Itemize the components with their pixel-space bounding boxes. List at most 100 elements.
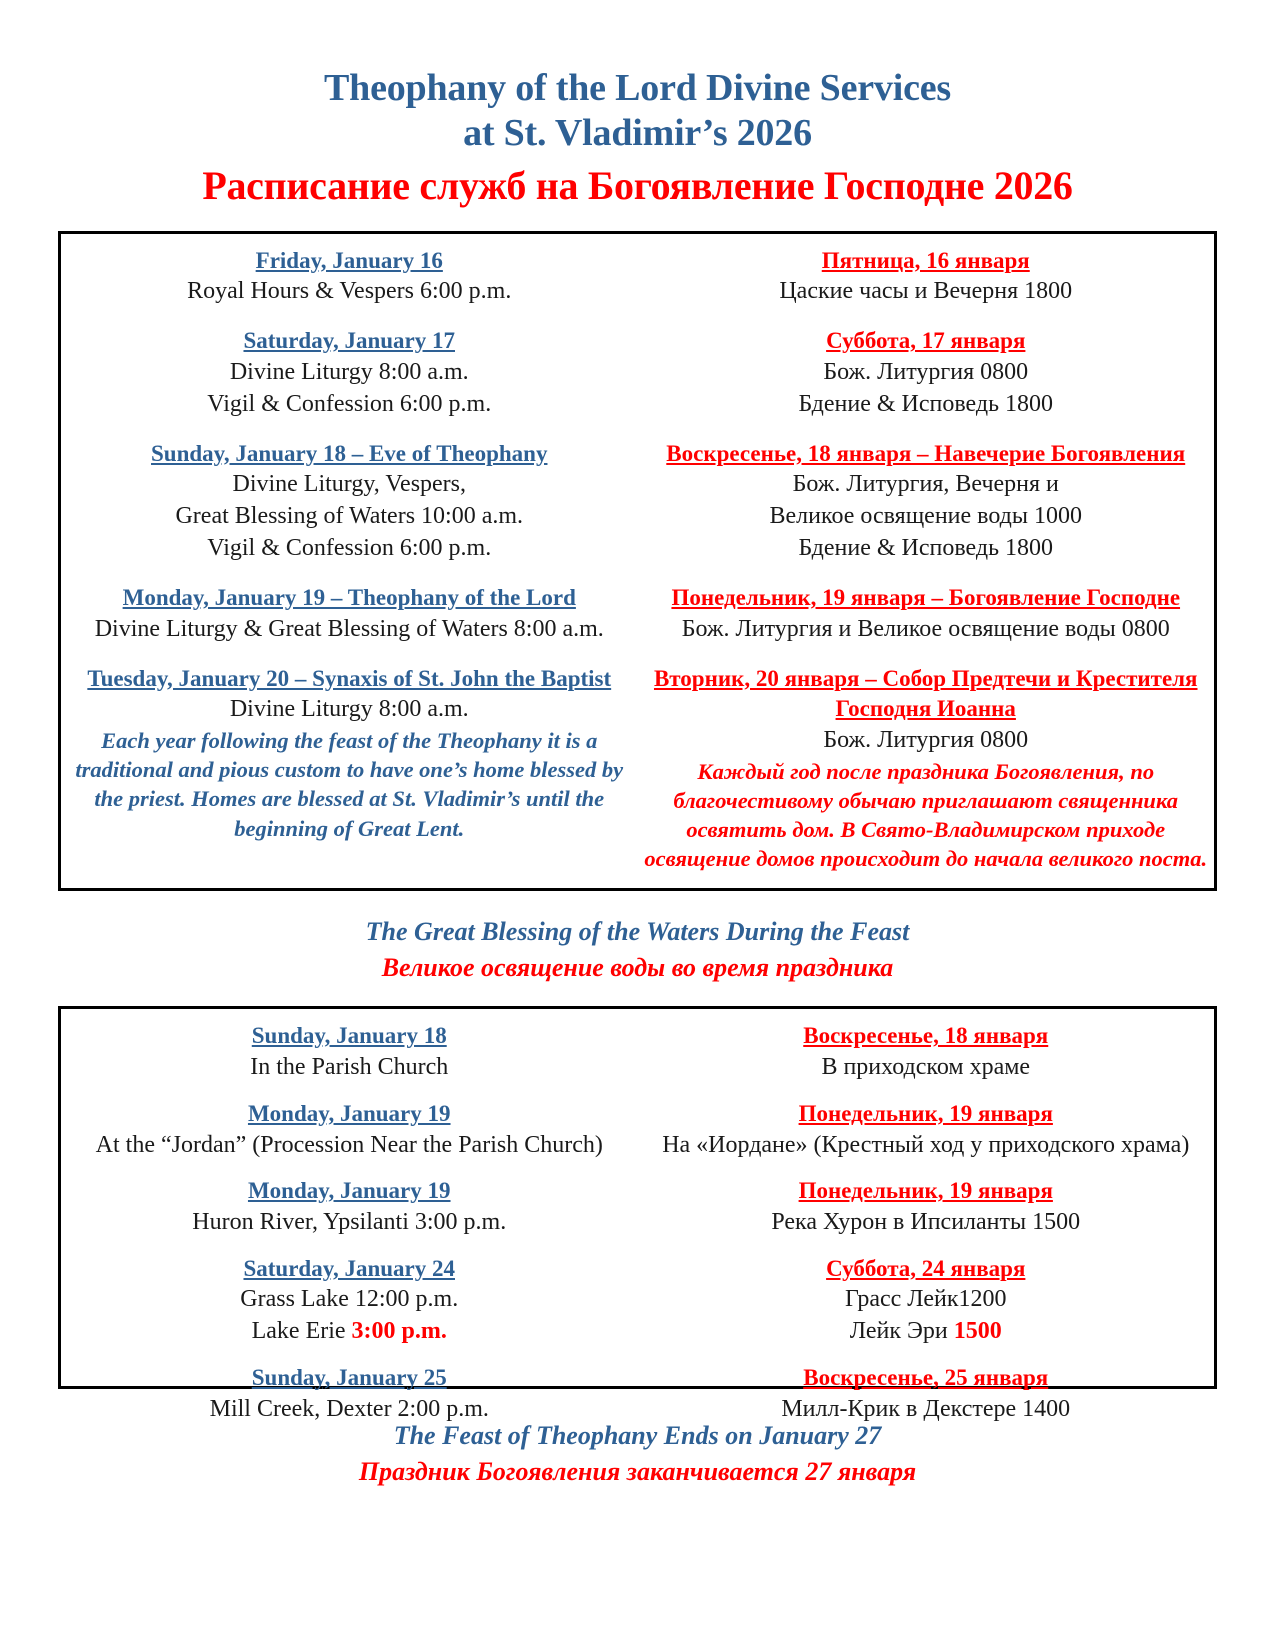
service-date-heading: Saturday, January 17 bbox=[243, 328, 455, 354]
water-blessing-line: Река Хурон в Ипсиланты 1500 bbox=[644, 1207, 1209, 1239]
service-date-heading: Пятница, 16 января bbox=[821, 247, 1030, 273]
service-date-heading: Суббота, 17 января bbox=[826, 328, 1026, 354]
service-group: Monday, January 19 – Theophany of the Lo… bbox=[71, 583, 628, 645]
water-blessing-line: Милл-Крик в Декстере 1400 bbox=[644, 1394, 1209, 1426]
waters-list-english: Sunday, January 18 In the Parish Church Mo… bbox=[71, 1021, 628, 1425]
title-english-line1: Theophany of the Lord Divine Services bbox=[323, 67, 951, 109]
service-date-heading: Вторник, 20 января – Собор Предтечи и Кр… bbox=[653, 665, 1198, 722]
water-blessing-line: Лейк Эри 1500 bbox=[644, 1316, 1209, 1348]
service-date-heading: Friday, January 16 bbox=[255, 247, 443, 273]
services-list-russian: Пятница, 16 января Цаские часы и Вечерня … bbox=[644, 246, 1209, 757]
service-group: Tuesday, January 20 – Synaxis of St. Joh… bbox=[71, 664, 628, 726]
water-blessing-group: Sunday, January 18 In the Parish Church bbox=[71, 1021, 628, 1083]
water-blessing-location: Huron River, Ypsilanti 3:00 p.m. bbox=[192, 1208, 507, 1235]
service-line: Divine Liturgy 8:00 a.m. bbox=[229, 696, 469, 723]
water-blessing-location: Милл-Крик в Декстере 1400 bbox=[781, 1395, 1071, 1422]
water-blessing-date-heading: Воскресенье, 18 января bbox=[803, 1023, 1049, 1049]
service-group: Пятница, 16 января Цаские часы и Вечерня … bbox=[644, 246, 1209, 308]
service-line: Бдение & Исповедь 1800 bbox=[798, 390, 1054, 417]
water-blessing-date-heading: Суббота, 24 января bbox=[826, 1255, 1026, 1281]
services-column-english: Friday, January 16 Royal Hours & Vespers … bbox=[61, 246, 638, 843]
waters-list-russian: Воскресенье, 18 января В приходском храме… bbox=[644, 1021, 1209, 1425]
service-date-heading: Monday, January 19 – Theophany of the Lo… bbox=[122, 585, 576, 611]
water-blessing-group: Monday, January 19 Huron River, Ypsilanti… bbox=[71, 1176, 628, 1238]
feast-end-english: The Feast of Theophany Ends on January 2… bbox=[393, 1421, 882, 1451]
service-group: Воскресенье, 18 января – Навечерие Богоя… bbox=[644, 439, 1209, 565]
service-group: Вторник, 20 января – Собор Предтечи и Кр… bbox=[644, 664, 1209, 757]
service-line: Бдение & Исповедь 1800 bbox=[798, 535, 1054, 562]
water-blessing-location: В приходском храме bbox=[821, 1054, 1031, 1081]
water-blessing-line: Huron River, Ypsilanti 3:00 p.m. bbox=[71, 1207, 628, 1239]
service-group: Понедельник, 19 января – Богоявление Гос… bbox=[644, 583, 1209, 645]
water-blessing-location: In the Parish Church bbox=[250, 1054, 449, 1081]
water-blessing-location: Mill Creek, Dexter 2:00 p.m. bbox=[209, 1395, 489, 1422]
water-blessing-group: Понедельник, 19 января Река Хурон в Ипсил… bbox=[644, 1176, 1209, 1238]
feast-end-russian: Праздник Богоявления заканчивается 27 ян… bbox=[358, 1457, 917, 1487]
water-blessing-group: Saturday, January 24 Grass Lake 12:00 p.m… bbox=[71, 1254, 628, 1348]
service-date-heading: Tuesday, January 20 – Synaxis of St. Joh… bbox=[87, 665, 612, 691]
service-line: Великое освящение воды 1000 bbox=[769, 503, 1082, 530]
great-blessing-heading: The Great Blessing of the Waters During … bbox=[58, 915, 1217, 985]
water-blessing-group: Понедельник, 19 января На «Иордане» (Крес… bbox=[644, 1099, 1209, 1161]
great-blessing-heading-english: The Great Blessing of the Waters During … bbox=[365, 916, 910, 946]
water-blessing-location: Лейк Эри bbox=[849, 1318, 954, 1345]
waters-column-russian: Воскресенье, 18 января В приходском храме… bbox=[638, 1021, 1215, 1440]
title-russian: Расписание служб на Богоявление Господне… bbox=[202, 162, 1073, 208]
service-group: Saturday, January 17 Divine Liturgy 8:00 … bbox=[71, 326, 628, 420]
home-blessing-note-english: Each year following the feast of the The… bbox=[75, 727, 624, 841]
service-line: Vigil & Confession 6:00 p.m. bbox=[207, 535, 492, 562]
water-blessing-group: Суббота, 24 января Грасс Лейк1200 Лейк Эри… bbox=[644, 1254, 1209, 1348]
service-line: Бож. Литургия и Великое освящение воды 0… bbox=[681, 615, 1170, 642]
water-blessing-date-heading: Sunday, January 25 bbox=[251, 1365, 447, 1391]
service-group: Суббота, 17 января Бож. Литургия 0800 Бден… bbox=[644, 326, 1209, 420]
service-line: Цаские часы и Вечерня 1800 bbox=[779, 278, 1073, 305]
service-line: Divine Liturgy 8:00 a.m. bbox=[229, 358, 469, 385]
service-line: Divine Liturgy & Great Blessing of Water… bbox=[94, 615, 604, 642]
water-blessing-time-highlight: 1500 bbox=[953, 1318, 1002, 1345]
divine-services-box: Friday, January 16 Royal Hours & Vespers … bbox=[58, 230, 1217, 891]
water-blessing-location: Lake Erie bbox=[251, 1318, 352, 1345]
water-blessing-group: Sunday, January 25 Mill Creek, Dexter 2:0… bbox=[71, 1363, 628, 1425]
water-blessing-line: На «Иордане» (Крестный ход у приходского… bbox=[644, 1130, 1209, 1162]
page-title: Theophany of the Lord Divine Services at… bbox=[58, 0, 1217, 209]
waters-column-english: Sunday, January 18 In the Parish Church Mo… bbox=[61, 1021, 638, 1440]
water-blessing-line: Grass Lake 12:00 p.m. bbox=[71, 1284, 628, 1316]
service-line: Бож. Литургия, Вечерня и bbox=[792, 471, 1059, 498]
service-date-heading: Понедельник, 19 января – Богоявление Гос… bbox=[671, 585, 1181, 611]
water-blessing-location: На «Иордане» (Крестный ход у приходского… bbox=[662, 1131, 1190, 1158]
water-blessing-date-heading: Понедельник, 19 января bbox=[798, 1178, 1053, 1204]
water-blessing-date-heading: Понедельник, 19 января bbox=[798, 1100, 1053, 1126]
water-blessing-line: Mill Creek, Dexter 2:00 p.m. bbox=[71, 1394, 628, 1426]
services-list-english: Friday, January 16 Royal Hours & Vespers … bbox=[71, 246, 628, 726]
service-line: Great Blessing of Waters 10:00 a.m. bbox=[175, 503, 524, 530]
service-line: Royal Hours & Vespers 6:00 p.m. bbox=[187, 278, 512, 305]
water-blessing-line: Lake Erie 3:00 p.m. bbox=[71, 1316, 628, 1348]
water-blessing-date-heading: Monday, January 19 bbox=[247, 1100, 451, 1126]
water-blessing-group: Воскресенье, 25 января Милл-Крик в Дексте… bbox=[644, 1363, 1209, 1425]
feast-end-footer: The Feast of Theophany Ends on January 2… bbox=[58, 1419, 1217, 1489]
service-line: Vigil & Confession 6:00 p.m. bbox=[207, 390, 492, 417]
title-english: Theophany of the Lord Divine Services at… bbox=[58, 66, 1217, 156]
water-blessing-location: Грасс Лейк1200 bbox=[844, 1286, 1007, 1313]
service-line: Бож. Литургия 0800 bbox=[823, 726, 1029, 753]
water-blessing-location: Grass Lake 12:00 p.m. bbox=[240, 1286, 459, 1313]
water-blessing-line: At the “Jordan” (Procession Near the Par… bbox=[71, 1130, 628, 1162]
service-group: Friday, January 16 Royal Hours & Vespers … bbox=[71, 246, 628, 308]
service-group: Sunday, January 18 – Eve of Theophany Div… bbox=[71, 439, 628, 565]
service-date-heading: Sunday, January 18 – Eve of Theophany bbox=[151, 440, 548, 466]
water-blessing-line: Грасс Лейк1200 bbox=[644, 1284, 1209, 1316]
service-date-heading: Воскресенье, 18 января – Навечерие Богоя… bbox=[666, 440, 1186, 466]
water-blessing-date-heading: Воскресенье, 25 января bbox=[803, 1365, 1049, 1391]
water-blessing-date-heading: Saturday, January 24 bbox=[243, 1255, 455, 1281]
home-blessing-note-russian: Каждый год после праздника Богоявления, … bbox=[644, 758, 1208, 872]
service-line: Бож. Литургия 0800 bbox=[823, 358, 1029, 385]
service-line: Divine Liturgy, Vespers, bbox=[232, 471, 467, 498]
great-blessing-heading-russian: Великое освящение воды во время праздник… bbox=[381, 952, 894, 982]
water-blessing-group: Воскресенье, 18 января В приходском храме bbox=[644, 1021, 1209, 1083]
water-blessing-line: In the Parish Church bbox=[71, 1052, 628, 1084]
title-english-line2: at St. Vladimir’s 2026 bbox=[463, 111, 812, 154]
water-blessing-location: At the “Jordan” (Procession Near the Par… bbox=[95, 1131, 603, 1158]
water-blessing-date-heading: Monday, January 19 bbox=[247, 1178, 451, 1204]
blessing-of-waters-box: Sunday, January 18 In the Parish Church Mo… bbox=[58, 1006, 1217, 1422]
